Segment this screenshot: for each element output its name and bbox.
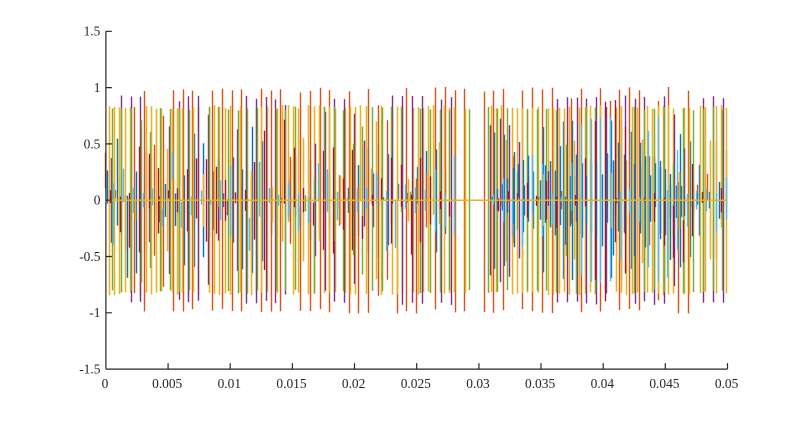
svg-text:-1: -1 xyxy=(89,305,100,320)
svg-text:-0.5: -0.5 xyxy=(79,249,101,264)
svg-text:-1.5: -1.5 xyxy=(79,362,101,377)
svg-text:0.04: 0.04 xyxy=(591,376,615,391)
svg-text:0.015: 0.015 xyxy=(276,376,306,391)
svg-text:0: 0 xyxy=(94,193,101,208)
svg-text:0.035: 0.035 xyxy=(525,376,555,391)
svg-text:0.03: 0.03 xyxy=(466,376,490,391)
svg-text:0.05: 0.05 xyxy=(715,376,739,391)
svg-text:0.045: 0.045 xyxy=(649,376,679,391)
svg-text:0: 0 xyxy=(102,376,109,391)
svg-text:0.005: 0.005 xyxy=(152,376,182,391)
svg-text:0.025: 0.025 xyxy=(401,376,431,391)
svg-text:0.02: 0.02 xyxy=(342,376,365,391)
svg-text:0.01: 0.01 xyxy=(218,376,241,391)
svg-text:1.5: 1.5 xyxy=(84,24,101,39)
svg-text:0.5: 0.5 xyxy=(84,136,101,151)
svg-text:1: 1 xyxy=(94,80,101,95)
